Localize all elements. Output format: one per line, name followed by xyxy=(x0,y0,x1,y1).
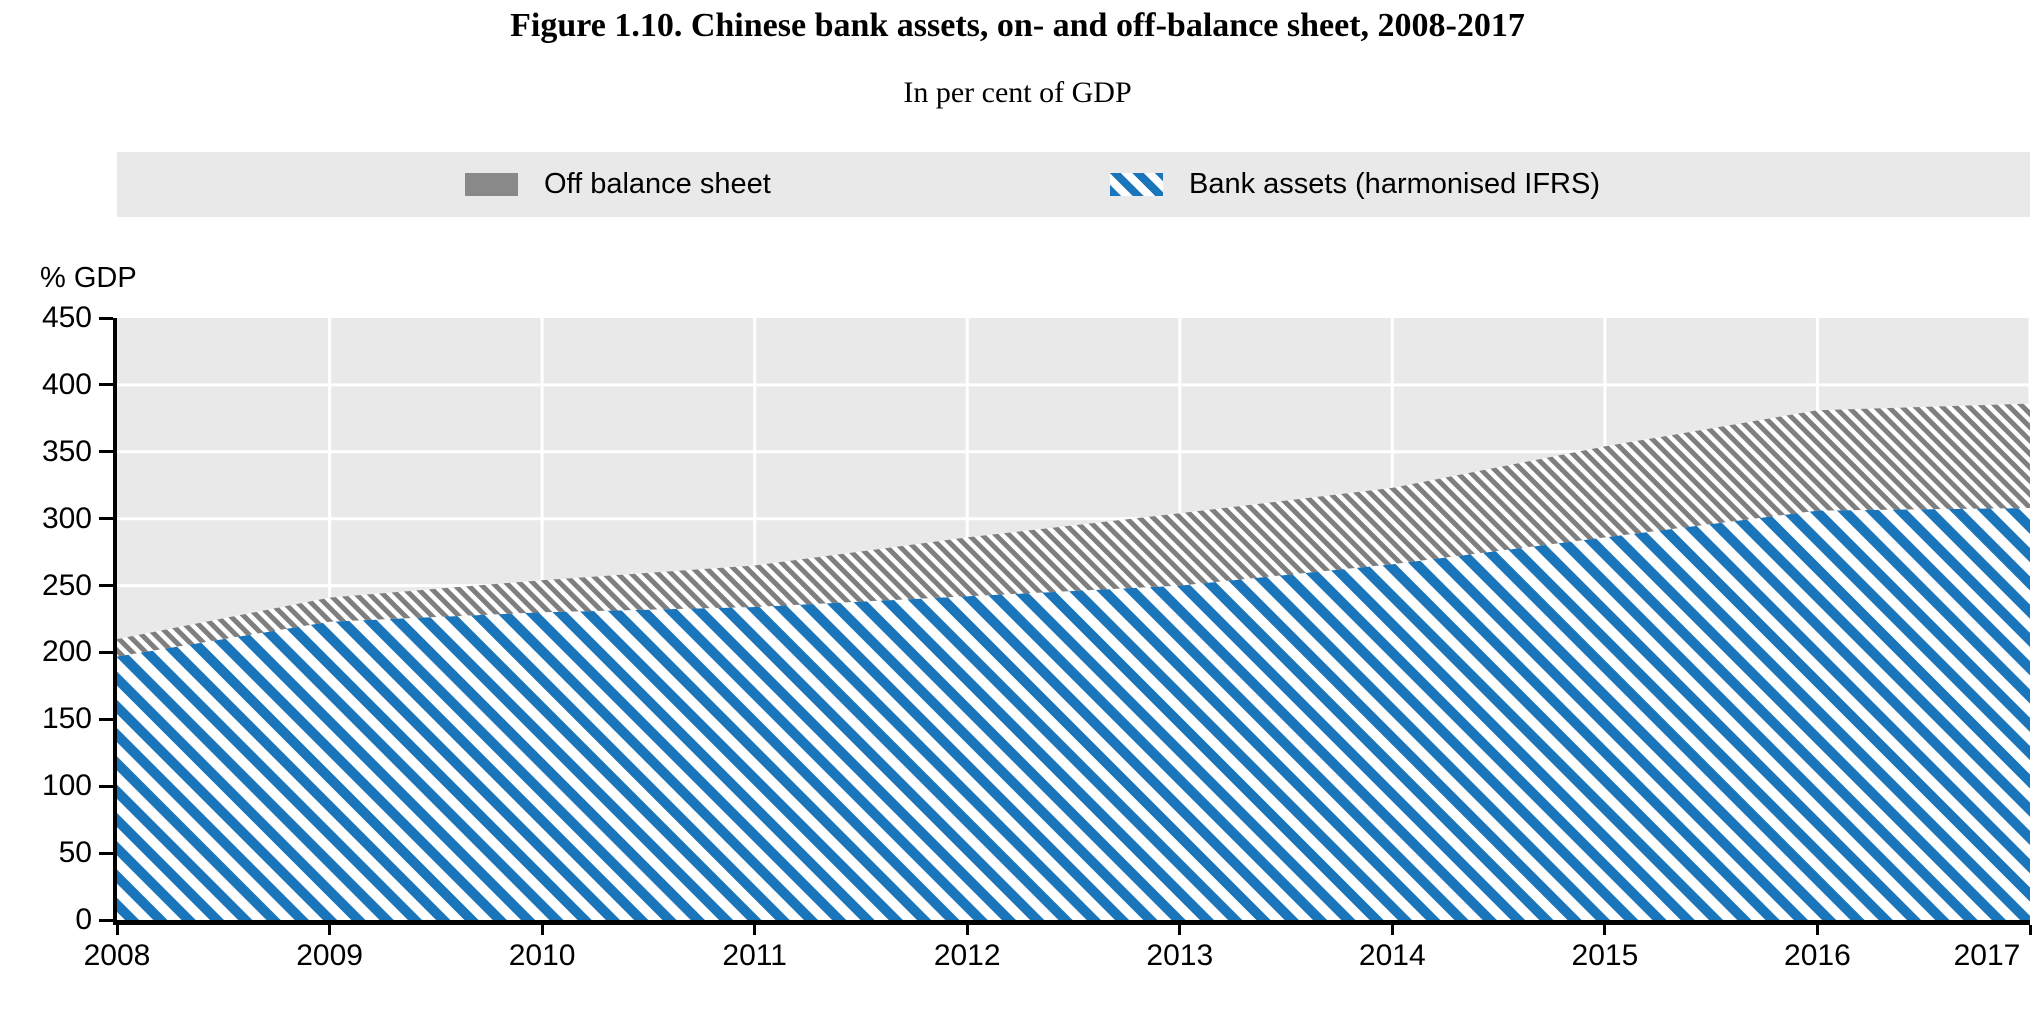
x-tick-mark xyxy=(753,925,757,935)
off-balance-sheet-swatch-icon xyxy=(465,173,518,196)
y-tick-label: 200 xyxy=(41,635,92,669)
y-tick-mark xyxy=(99,517,113,521)
x-tick-label: 2015 xyxy=(1571,939,1639,972)
legend-item-bank-assets: Bank assets (harmonised IFRS) xyxy=(1110,152,1600,217)
y-tick-mark xyxy=(99,851,113,855)
y-tick-mark xyxy=(99,450,113,454)
y-tick-label: 250 xyxy=(41,568,92,602)
x-tick-label: 2011 xyxy=(722,939,787,972)
legend-label: Off balance sheet xyxy=(544,168,771,200)
y-axis-line xyxy=(113,318,117,925)
stacked-area-svg xyxy=(117,318,2030,920)
y-tick-label: 350 xyxy=(41,434,92,468)
y-tick-label: 300 xyxy=(41,501,92,535)
y-tick-mark xyxy=(99,717,113,721)
y-tick-mark xyxy=(99,316,113,320)
x-tick-label: 2014 xyxy=(1358,939,1426,972)
y-tick-mark xyxy=(99,584,113,588)
x-tick-mark xyxy=(328,925,332,935)
x-tick-mark xyxy=(965,925,969,935)
y-tick-label: 450 xyxy=(41,301,92,334)
y-tick-mark xyxy=(99,918,113,922)
y-axis-unit-label: % GDP xyxy=(40,262,137,294)
x-tick-label: 2013 xyxy=(1146,939,1214,972)
x-tick-mark xyxy=(2028,925,2032,935)
x-tick-mark xyxy=(1390,925,1394,935)
x-tick-label: 2009 xyxy=(296,939,363,972)
x-tick-label: 2017 xyxy=(1953,939,2021,972)
chart-legend: Off balance sheet Bank assets (harmonise… xyxy=(117,152,2030,217)
figure-subtitle: In per cent of GDP xyxy=(903,76,1132,109)
x-axis-line xyxy=(113,920,2030,925)
legend-item-off-balance-sheet: Off balance sheet xyxy=(465,152,771,217)
x-tick-label: 2008 xyxy=(83,939,151,972)
x-tick-mark xyxy=(1603,925,1607,935)
y-tick-mark xyxy=(99,383,113,387)
bank-assets-swatch-icon xyxy=(1110,173,1163,196)
legend-label: Bank assets (harmonised IFRS) xyxy=(1189,168,1600,200)
y-tick-label: 400 xyxy=(41,367,92,401)
y-tick-label: 50 xyxy=(58,836,92,870)
figure-title: Figure 1.10. Chinese bank assets, on- an… xyxy=(510,7,1525,44)
x-tick-mark xyxy=(115,925,119,935)
x-tick-label: 2010 xyxy=(508,939,576,972)
y-tick-label: 0 xyxy=(75,903,92,936)
x-tick-mark xyxy=(1178,925,1182,935)
x-tick-mark xyxy=(540,925,544,935)
y-tick-mark xyxy=(99,650,113,654)
y-tick-mark xyxy=(99,784,113,788)
y-tick-label: 100 xyxy=(41,769,92,803)
x-tick-label: 2016 xyxy=(1784,939,1851,972)
x-tick-label: 2012 xyxy=(933,939,1001,972)
x-tick-mark xyxy=(1815,925,1819,935)
y-tick-label: 150 xyxy=(41,702,92,736)
